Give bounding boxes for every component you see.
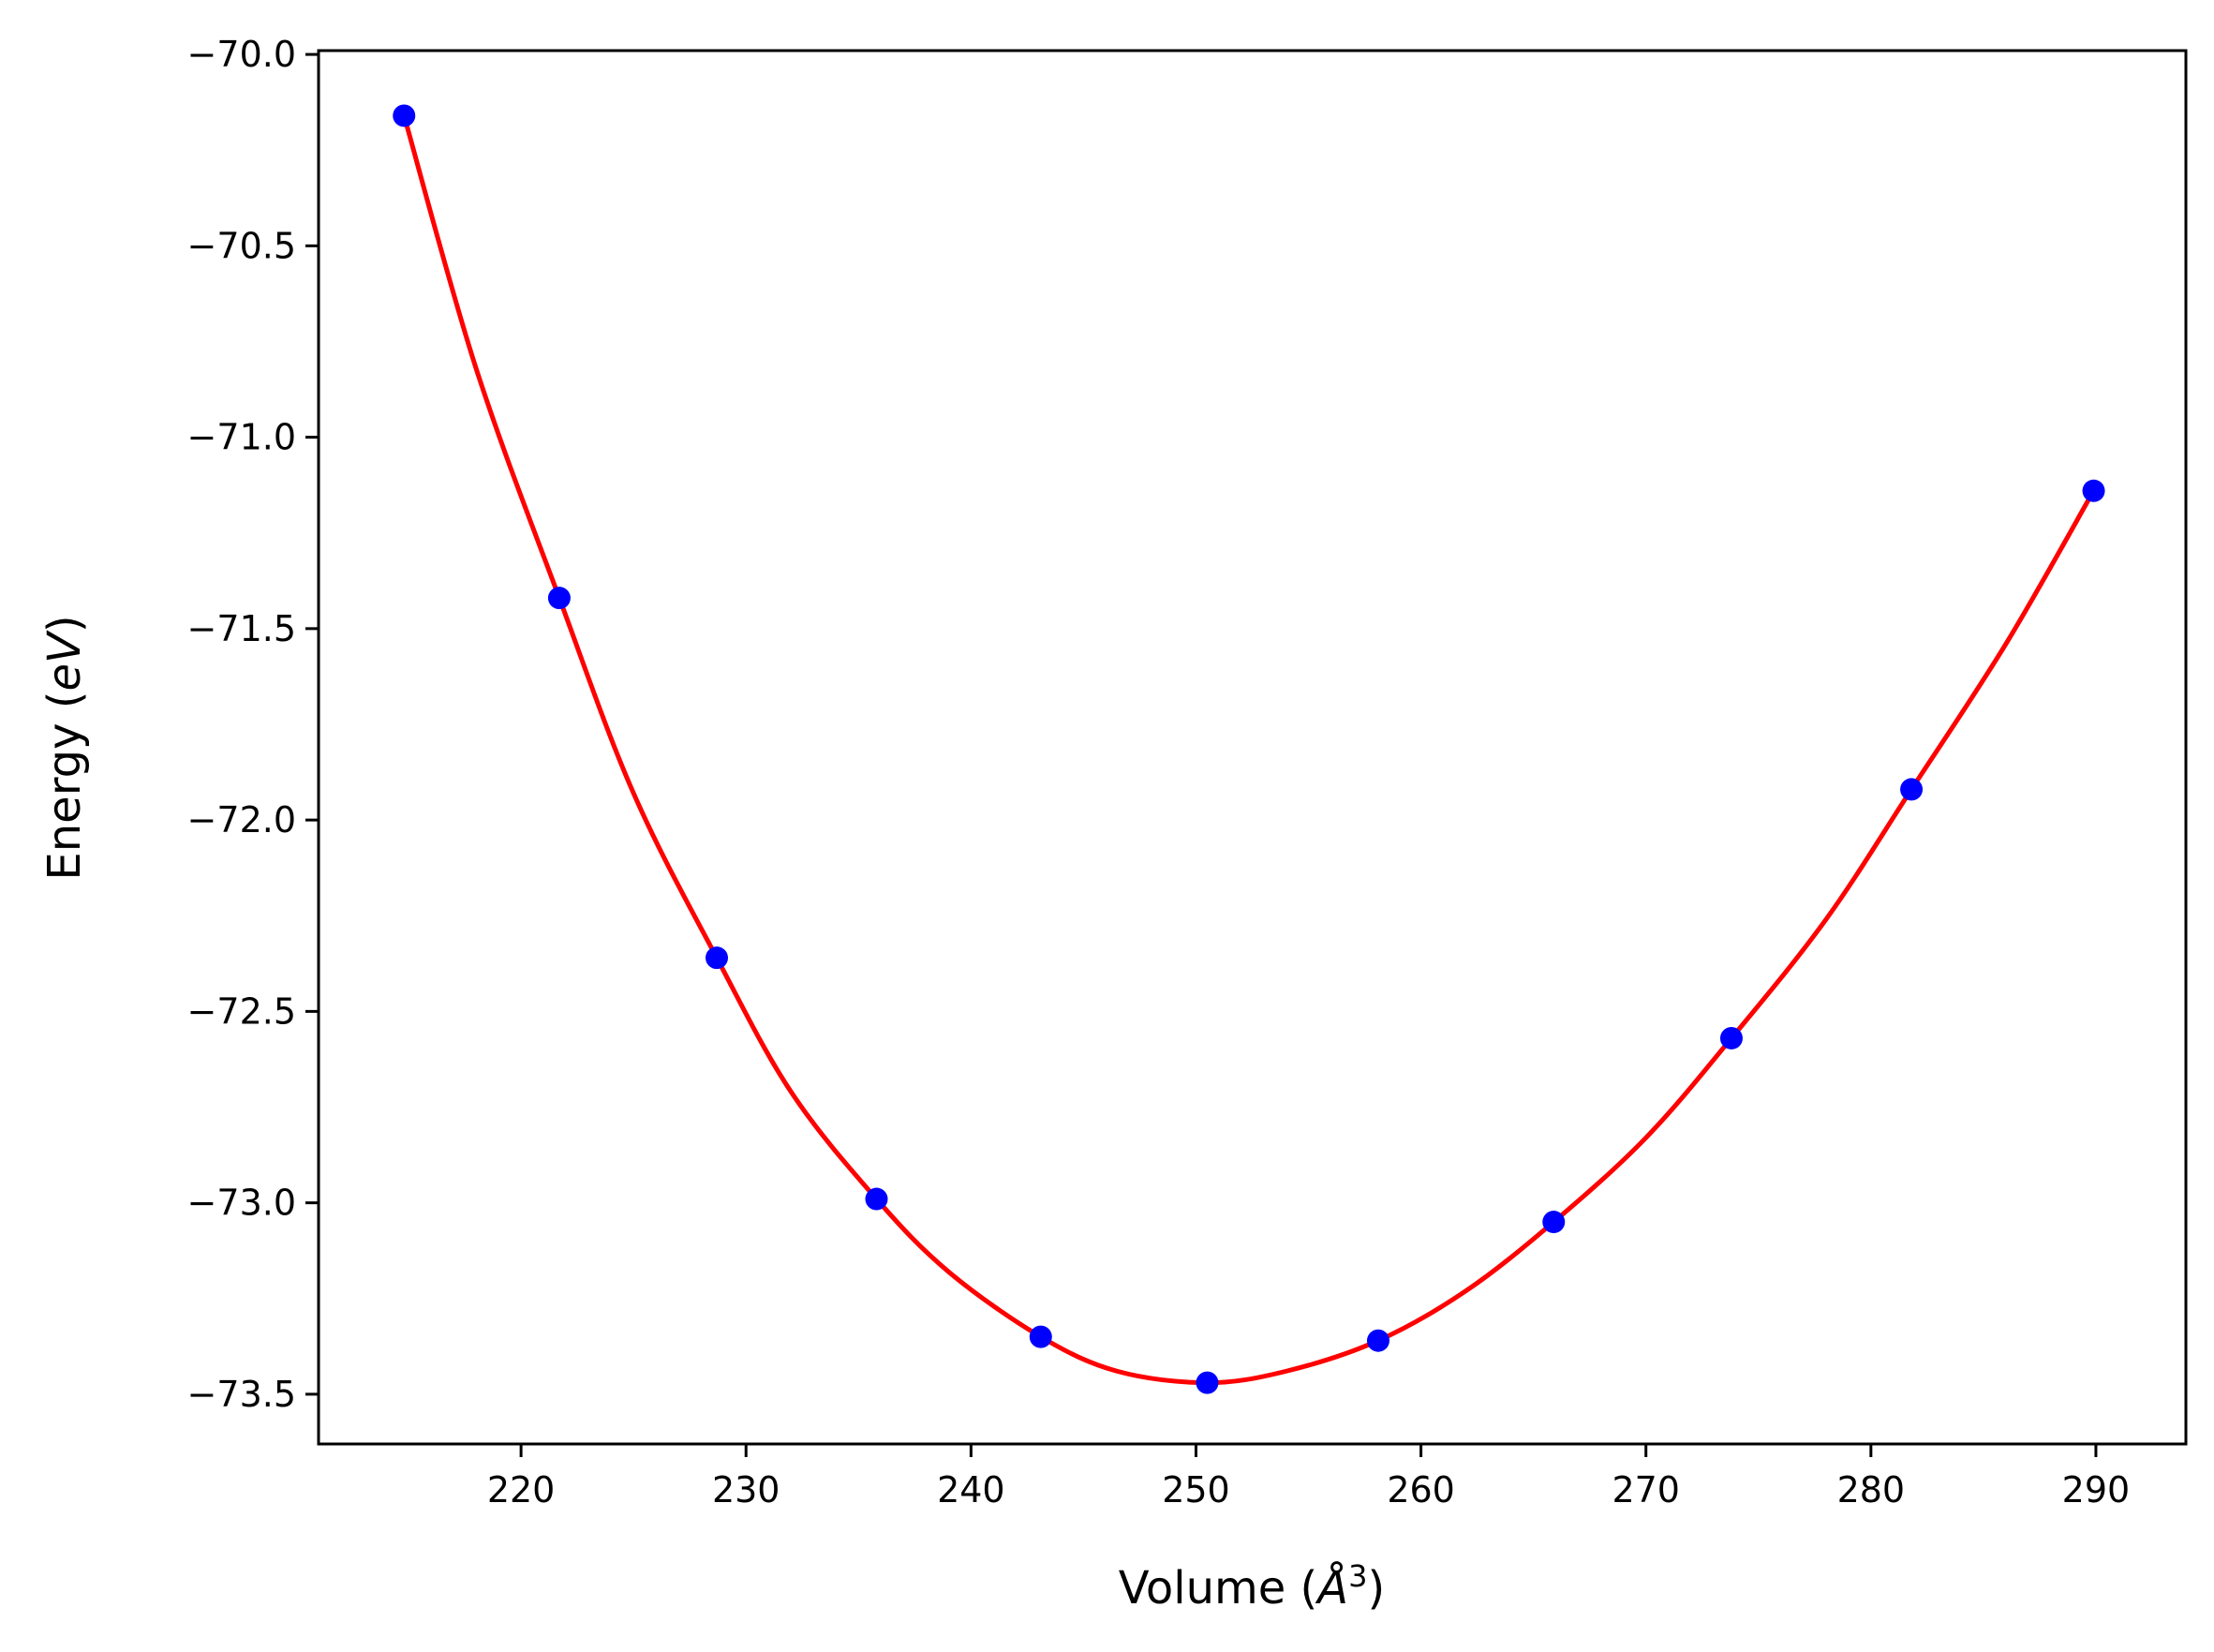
y-tick-label: −72.0 [187, 799, 296, 841]
y-tick-label: −73.5 [187, 1374, 296, 1415]
x-tick-label: 250 [1162, 1469, 1230, 1511]
data-point [1366, 1329, 1389, 1352]
data-point [393, 104, 416, 127]
data-point [1719, 1026, 1743, 1049]
data-point [1900, 778, 1924, 801]
x-tick-label: 240 [937, 1469, 1005, 1511]
x-tick-label: 230 [712, 1469, 780, 1511]
x-axis-title: Volume (Å3) [1119, 1558, 1385, 1615]
data-point [1542, 1211, 1566, 1234]
y-tick-label: −71.0 [187, 417, 296, 458]
data-point [547, 587, 571, 610]
x-tick-label: 280 [1837, 1469, 1906, 1511]
y-axis-title: Energy (eV) [38, 615, 91, 880]
data-point [2082, 479, 2105, 502]
fit-curve-line [401, 112, 2097, 1386]
data-points-layer [393, 104, 2105, 1394]
data-point [865, 1187, 888, 1211]
x-tick-label: 270 [1612, 1469, 1680, 1511]
y-axis-ticks: −70.0 −70.5 −71.0 −71.5 −72.0 −72.5 −73.0 −73.5 [187, 34, 319, 1415]
fit-curve-layer [401, 112, 2097, 1386]
data-point [1196, 1371, 1219, 1394]
x-tick-label: 260 [1387, 1469, 1455, 1511]
y-tick-label: −71.5 [187, 608, 296, 649]
y-tick-label: −72.5 [187, 990, 296, 1032]
data-point [706, 946, 729, 970]
x-tick-label: 220 [487, 1469, 556, 1511]
plot-frame [317, 49, 2188, 1446]
y-tick-label: −73.0 [187, 1183, 296, 1224]
data-point [1029, 1325, 1052, 1348]
y-tick-label: −70.0 [187, 34, 296, 75]
x-axis-ticks: 220 230 240 250 260 270 280 290 [487, 1444, 2130, 1511]
y-tick-label: −70.5 [187, 225, 296, 266]
x-tick-label: 290 [2062, 1469, 2131, 1511]
